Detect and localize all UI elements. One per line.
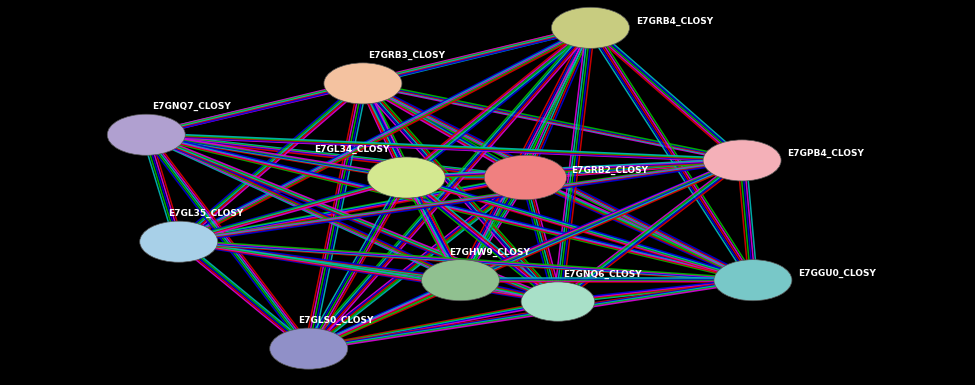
Text: E7GRB2_CLOSY: E7GRB2_CLOSY: [571, 166, 648, 176]
Ellipse shape: [107, 114, 185, 155]
Text: E7GGU0_CLOSY: E7GGU0_CLOSY: [799, 269, 877, 278]
Text: E7GNQ7_CLOSY: E7GNQ7_CLOSY: [152, 102, 230, 111]
Text: E7GRB4_CLOSY: E7GRB4_CLOSY: [636, 17, 713, 26]
Ellipse shape: [368, 157, 446, 198]
Ellipse shape: [703, 140, 781, 181]
Text: E7GNQ6_CLOSY: E7GNQ6_CLOSY: [564, 270, 642, 280]
Ellipse shape: [552, 7, 630, 49]
Ellipse shape: [139, 221, 217, 262]
Text: E7GPB4_CLOSY: E7GPB4_CLOSY: [788, 149, 865, 158]
Text: E7GHW9_CLOSY: E7GHW9_CLOSY: [449, 248, 530, 257]
Text: E7GRB3_CLOSY: E7GRB3_CLOSY: [369, 51, 446, 60]
Ellipse shape: [521, 282, 595, 321]
Ellipse shape: [270, 328, 348, 369]
Ellipse shape: [714, 259, 792, 301]
Ellipse shape: [324, 63, 402, 104]
Text: E7GL34_CLOSY: E7GL34_CLOSY: [314, 145, 390, 154]
Ellipse shape: [421, 259, 499, 301]
Text: E7GLS0_CLOSY: E7GLS0_CLOSY: [298, 316, 373, 325]
Ellipse shape: [485, 155, 566, 200]
Text: E7GL35_CLOSY: E7GL35_CLOSY: [168, 209, 243, 218]
